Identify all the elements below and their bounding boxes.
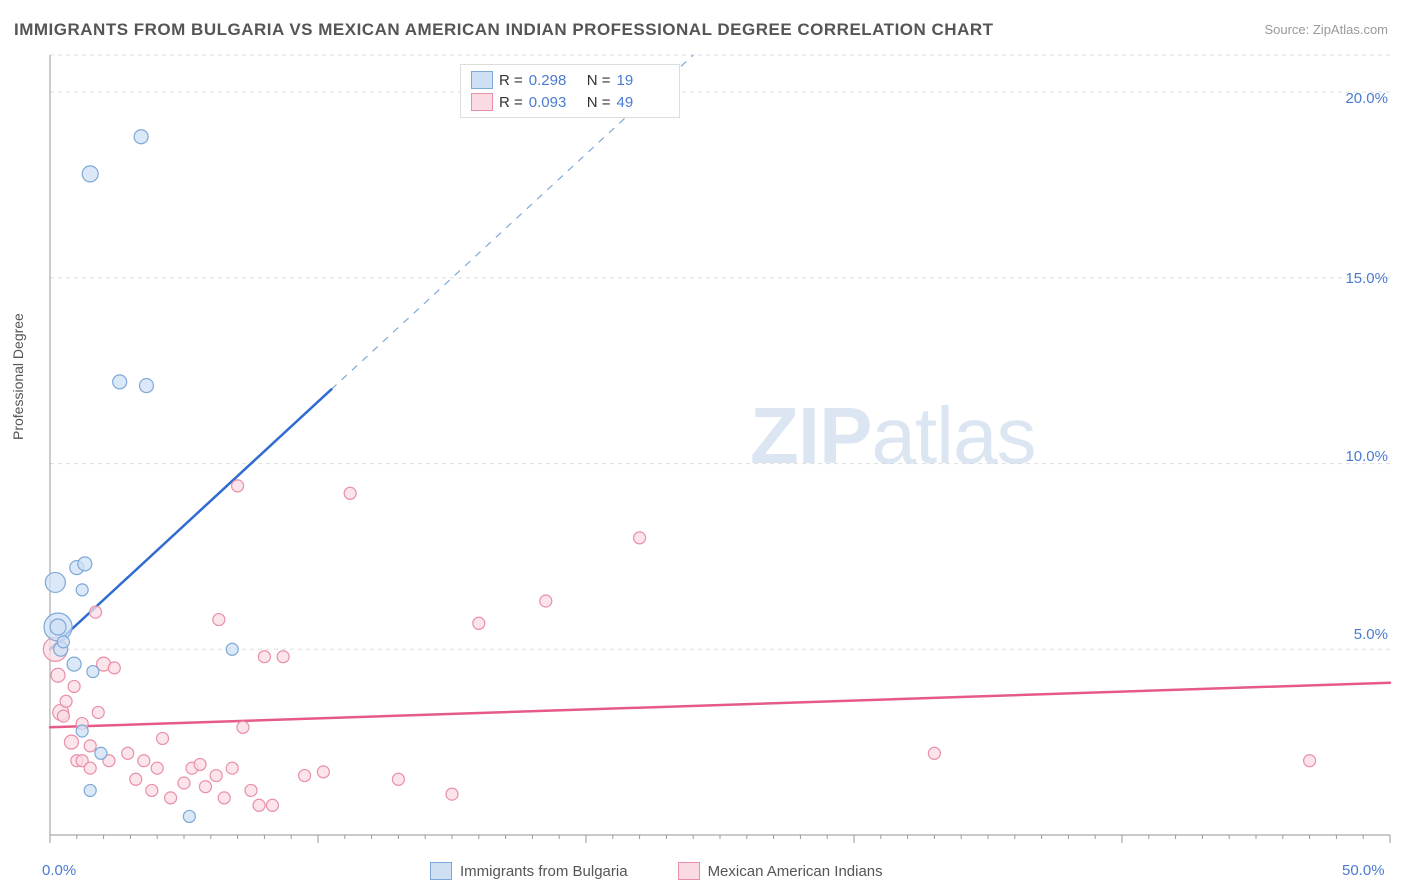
swatch-mexican xyxy=(471,93,493,111)
r-value-bulgaria: 0.298 xyxy=(529,72,581,89)
n-value-bulgaria: 19 xyxy=(617,72,669,89)
ytick-5: 5.0% xyxy=(1354,626,1388,643)
y-axis-label: Professional Degree xyxy=(10,313,26,440)
xtick-0: 0.0% xyxy=(42,862,76,879)
xtick-50: 50.0% xyxy=(1342,862,1385,879)
source-label: Source: ZipAtlas.com xyxy=(1264,22,1388,37)
plot-area xyxy=(50,55,1390,835)
n-value-mexican: 49 xyxy=(617,94,669,111)
legend-label-bulgaria: Immigrants from Bulgaria xyxy=(460,863,628,880)
legend-row-bulgaria: R = 0.298 N = 19 xyxy=(471,69,669,91)
swatch-bulgaria xyxy=(471,71,493,89)
legend-label-mexican: Mexican American Indians xyxy=(708,863,883,880)
r-label: R = xyxy=(499,72,523,89)
swatch-mexican xyxy=(678,862,700,880)
swatch-bulgaria xyxy=(430,862,452,880)
r-label: R = xyxy=(499,94,523,111)
ytick-20: 20.0% xyxy=(1345,90,1388,107)
r-value-mexican: 0.093 xyxy=(529,94,581,111)
n-label: N = xyxy=(587,72,611,89)
legend-item-mexican: Mexican American Indians xyxy=(678,862,883,880)
legend-row-mexican: R = 0.093 N = 49 xyxy=(471,91,669,113)
ytick-10: 10.0% xyxy=(1345,448,1388,465)
correlation-legend: R = 0.298 N = 19 R = 0.093 N = 49 xyxy=(460,64,680,118)
chart-title: IMMIGRANTS FROM BULGARIA VS MEXICAN AMER… xyxy=(14,20,994,40)
legend-item-bulgaria: Immigrants from Bulgaria xyxy=(430,862,628,880)
n-label: N = xyxy=(587,94,611,111)
ytick-15: 15.0% xyxy=(1345,270,1388,287)
series-legend: Immigrants from Bulgaria Mexican America… xyxy=(430,862,883,880)
chart-svg xyxy=(50,55,1390,835)
